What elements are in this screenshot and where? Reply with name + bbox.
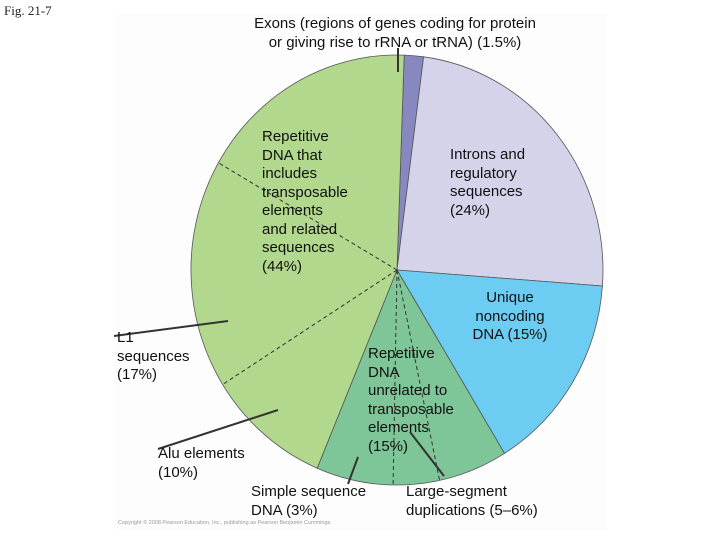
label-repetitive-unrelated: Repetitive DNA unrelated to transposable… [368, 345, 454, 455]
chart-panel [114, 14, 607, 530]
label-unique-noncoding: Unique noncoding DNA (15%) [472, 289, 548, 343]
label-alu-elements: Alu elements (10%) [158, 445, 245, 481]
label-introns: Introns and regulatory sequences (24%) [450, 146, 526, 219]
figure-label: Fig. 21-7 [4, 3, 52, 18]
pie-slice [396, 269, 603, 454]
label-exons: Exons (regions of genes coding for prote… [254, 15, 536, 51]
pie-slice [396, 56, 604, 287]
leader-line [409, 431, 445, 477]
label-simple-sequence: Simple sequence DNA (3%) [251, 483, 367, 519]
pie-chart [114, 48, 604, 486]
sub-division-line [392, 269, 398, 486]
pie-slice [190, 54, 405, 469]
label-repetitive-transposable: Repetitive DNA that includes transposabl… [262, 128, 348, 275]
sub-division-line [396, 269, 441, 481]
copyright-text: Copyright © 2008 Pearson Education, Inc.… [118, 520, 332, 526]
label-large-segment: Large-segment duplications (5–6%) [406, 483, 538, 519]
label-l1-sequences: L1 sequences (17%) [117, 329, 190, 383]
leader-line [157, 409, 279, 450]
leader-line [347, 456, 359, 485]
pie-slice [316, 269, 506, 486]
leader-line [114, 320, 229, 337]
